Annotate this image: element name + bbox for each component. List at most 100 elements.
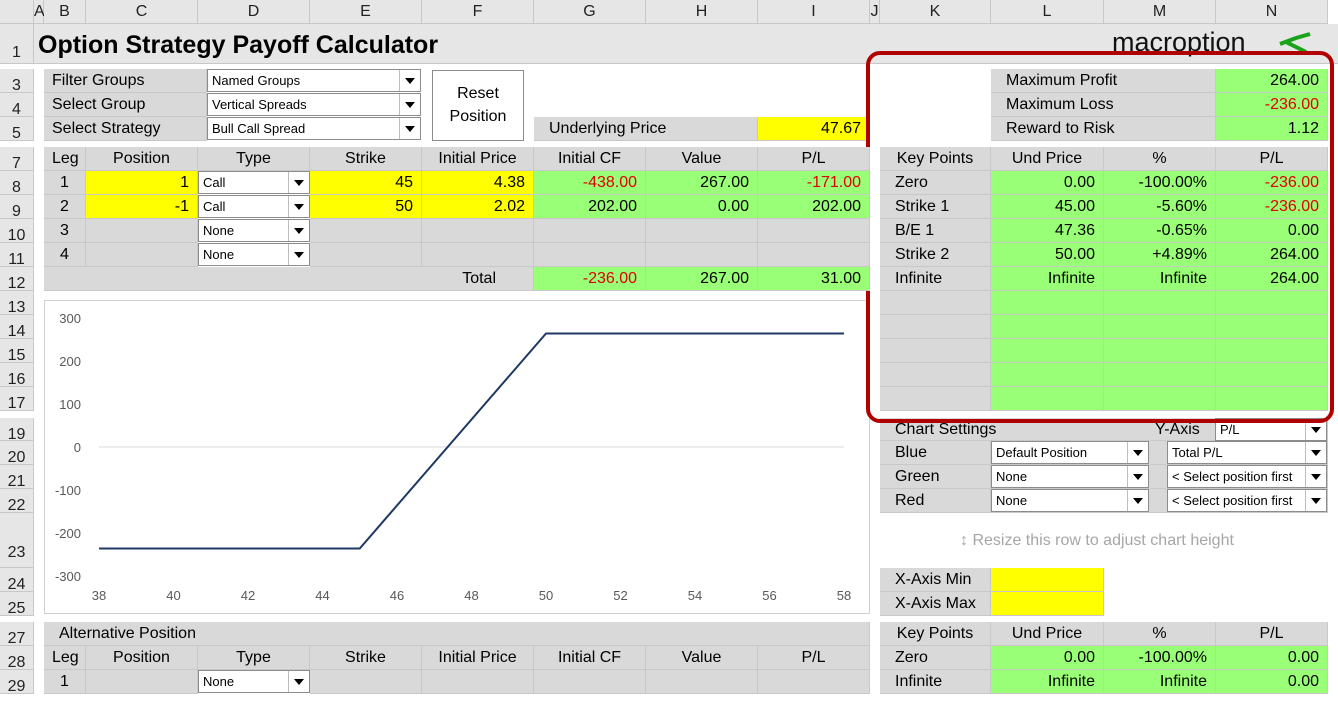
- red-value-dropdown[interactable]: < Select position first: [1167, 489, 1327, 512]
- column-header[interactable]: M: [1104, 0, 1216, 24]
- select-group-dropdown[interactable]: Vertical Spreads: [207, 93, 421, 116]
- y-axis-dropdown[interactable]: P/L: [1215, 418, 1327, 441]
- dropdown-arrow-icon[interactable]: [399, 94, 420, 115]
- row-header[interactable]: 27: [0, 622, 34, 647]
- column-header[interactable]: C: [86, 0, 198, 24]
- dropdown-arrow-icon[interactable]: [288, 244, 309, 265]
- leg-price-input[interactable]: 2.02: [422, 195, 534, 219]
- reset-position-button[interactable]: Reset Position: [432, 70, 524, 141]
- y-tick-label: 0: [74, 440, 81, 455]
- select-strategy-dropdown[interactable]: Bull Call Spread: [207, 117, 421, 140]
- leg-type-dropdown[interactable]: None: [198, 219, 310, 242]
- row-header[interactable]: 28: [0, 646, 34, 671]
- dropdown-arrow-icon[interactable]: [1127, 466, 1148, 487]
- dropdown-arrow-icon[interactable]: [288, 172, 309, 193]
- row-header[interactable]: 15: [0, 339, 34, 364]
- key-point-pct: Infinite: [1104, 267, 1216, 291]
- x-axis-min-input[interactable]: [991, 568, 1104, 592]
- row-header[interactable]: 22: [0, 489, 34, 514]
- blue-value-dropdown[interactable]: Total P/L: [1167, 441, 1327, 464]
- dropdown-arrow-icon[interactable]: [399, 70, 420, 91]
- row-header[interactable]: 8: [0, 171, 34, 196]
- alt-header-cell: Initial CF: [534, 646, 646, 670]
- leg-type-dropdown[interactable]: None: [198, 243, 310, 266]
- underlying-price-input[interactable]: 47.67: [758, 117, 870, 141]
- select-all-corner[interactable]: [0, 0, 34, 24]
- leg-position-input[interactable]: [86, 219, 198, 243]
- key-point-price: [991, 339, 1104, 363]
- leg-price-input[interactable]: 4.38: [422, 171, 534, 195]
- x-axis-max-input[interactable]: [991, 592, 1104, 616]
- row-header[interactable]: 17: [0, 387, 34, 412]
- dropdown-arrow-icon[interactable]: [1305, 466, 1326, 487]
- row-header[interactable]: 19: [0, 418, 34, 443]
- row-header[interactable]: 5: [0, 117, 34, 142]
- leg-price-input[interactable]: [422, 243, 534, 267]
- leg-type-dropdown[interactable]: Call: [198, 195, 310, 218]
- dropdown-arrow-icon[interactable]: [1305, 442, 1326, 463]
- dropdown-arrow-icon[interactable]: [1127, 442, 1148, 463]
- blue-position-dropdown[interactable]: Default Position: [991, 441, 1149, 464]
- dropdown-arrow-icon[interactable]: [1127, 490, 1148, 511]
- green-position-dropdown[interactable]: None: [991, 465, 1149, 488]
- red-position-dropdown[interactable]: None: [991, 489, 1149, 512]
- column-header[interactable]: H: [646, 0, 758, 24]
- leg-strike-input[interactable]: [310, 219, 422, 243]
- column-header[interactable]: G: [534, 0, 646, 24]
- key-point-pct: +4.89%: [1104, 243, 1216, 267]
- leg-strike-input[interactable]: [310, 243, 422, 267]
- row-header[interactable]: 13: [0, 291, 34, 316]
- leg-position-input[interactable]: [86, 243, 198, 267]
- column-header[interactable]: E: [310, 0, 422, 24]
- row-header[interactable]: 12: [0, 267, 34, 292]
- x-tick-label: 58: [837, 588, 851, 603]
- column-header[interactable]: A: [34, 0, 45, 24]
- row-header[interactable]: 9: [0, 195, 34, 220]
- column-header[interactable]: D: [198, 0, 310, 24]
- leg-strike-input[interactable]: 50: [310, 195, 422, 219]
- column-header[interactable]: B: [44, 0, 86, 24]
- row-header[interactable]: 4: [0, 93, 34, 118]
- key-point-pct: -100.00%: [1104, 171, 1216, 195]
- column-header[interactable]: F: [422, 0, 534, 24]
- leg-price-input[interactable]: [422, 219, 534, 243]
- leg-position-input[interactable]: -1: [86, 195, 198, 219]
- green-value-dropdown[interactable]: < Select position first: [1167, 465, 1327, 488]
- alt-leg-position[interactable]: [86, 670, 198, 694]
- dropdown-arrow-icon[interactable]: [288, 220, 309, 241]
- dropdown-arrow-icon[interactable]: [288, 671, 309, 692]
- leg-strike-input[interactable]: 45: [310, 171, 422, 195]
- filter-groups-dropdown[interactable]: Named Groups: [207, 69, 421, 92]
- column-header[interactable]: J: [870, 0, 880, 24]
- row-header[interactable]: 23: [0, 513, 34, 568]
- y-axis-label: Y-Axis: [1155, 421, 1200, 438]
- column-header[interactable]: I: [758, 0, 870, 24]
- alt-leg-type-dropdown[interactable]: None: [198, 670, 310, 693]
- row-header[interactable]: 16: [0, 363, 34, 388]
- row-header[interactable]: 11: [0, 243, 34, 268]
- dropdown-arrow-icon[interactable]: [1305, 419, 1326, 440]
- dropdown-arrow-icon[interactable]: [399, 118, 420, 139]
- leg-position-input[interactable]: 1: [86, 171, 198, 195]
- row-header[interactable]: 7: [0, 147, 34, 172]
- dropdown-arrow-icon[interactable]: [288, 196, 309, 217]
- key-point-price: Infinite: [991, 267, 1104, 291]
- row-header[interactable]: 3: [0, 69, 34, 94]
- row-header[interactable]: 14: [0, 315, 34, 340]
- select-strategy-label: Select Strategy: [44, 117, 207, 141]
- row-header[interactable]: 25: [0, 592, 34, 617]
- leg-type-dropdown[interactable]: Call: [198, 171, 310, 194]
- key-point-pl: 264.00: [1216, 243, 1328, 267]
- leg-value: [646, 219, 758, 243]
- row-header[interactable]: 21: [0, 465, 34, 490]
- row-header[interactable]: 20: [0, 441, 34, 466]
- row-header[interactable]: 1: [0, 24, 34, 64]
- column-header[interactable]: N: [1216, 0, 1328, 24]
- row-header[interactable]: 24: [0, 568, 34, 593]
- dropdown-value: Bull Call Spread: [212, 121, 306, 136]
- dropdown-arrow-icon[interactable]: [1305, 490, 1326, 511]
- row-header[interactable]: 29: [0, 670, 34, 695]
- column-header[interactable]: K: [880, 0, 991, 24]
- column-header[interactable]: L: [991, 0, 1104, 24]
- row-header[interactable]: 10: [0, 219, 34, 244]
